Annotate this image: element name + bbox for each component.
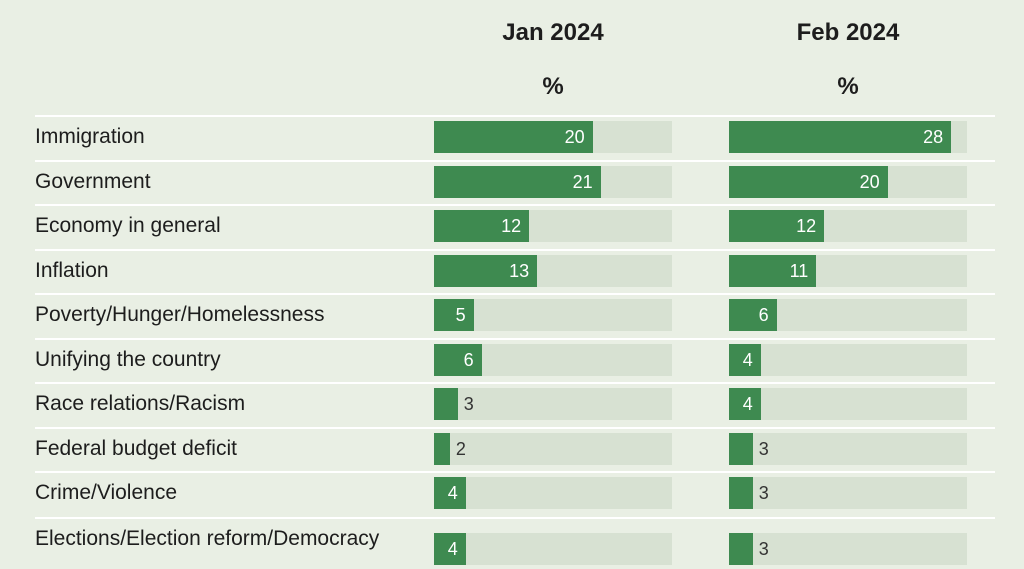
- bar-track: [434, 388, 672, 420]
- row-separator: [35, 159, 995, 162]
- bar-track: [434, 477, 672, 509]
- bar: [729, 210, 825, 242]
- value-label: 6: [463, 349, 474, 370]
- bar: [729, 477, 753, 509]
- value-label: 6: [758, 305, 769, 325]
- bar-track: [729, 533, 967, 565]
- bar: [434, 254, 538, 287]
- row-separator: [35, 248, 995, 251]
- bar: [434, 165, 601, 198]
- bar: [729, 254, 817, 287]
- category-label: Government: [35, 169, 151, 193]
- category-label: Race relations/Racism: [35, 392, 246, 415]
- row-separator: [35, 382, 995, 384]
- category-label: Unifying the country: [35, 347, 221, 371]
- bar-track: [434, 299, 672, 331]
- category-label: Poverty/Hunger/Homelessness: [35, 303, 325, 326]
- bar: [729, 533, 753, 565]
- value-label: 3: [758, 483, 769, 503]
- value-label: 4: [742, 349, 753, 370]
- unit-label: %: [837, 73, 859, 100]
- category-label: Crime/Violence: [35, 481, 178, 504]
- bar-track: [729, 388, 967, 420]
- column-header: Jan 2024: [502, 19, 604, 46]
- bar: [434, 477, 466, 509]
- category-label: Inflation: [35, 258, 109, 282]
- value-label: 3: [758, 438, 769, 459]
- bar-track: [729, 432, 967, 465]
- row-separator: [35, 115, 995, 117]
- bar: [434, 432, 450, 465]
- value-label: 3: [463, 394, 474, 414]
- row-separator: [35, 337, 995, 340]
- value-label: 2: [455, 438, 466, 459]
- bar: [729, 299, 777, 331]
- category-label: Immigration: [35, 125, 145, 148]
- bar-track: [729, 343, 967, 376]
- value-label: 12: [796, 216, 817, 236]
- row-separator: [35, 293, 995, 295]
- value-label: 4: [447, 483, 458, 503]
- value-label: 20: [859, 171, 880, 192]
- bar: [434, 533, 466, 565]
- bar: [434, 121, 593, 153]
- category-label: Elections/Election reform/Democracy: [35, 526, 380, 550]
- value-label: 4: [742, 394, 753, 414]
- bar: [434, 343, 482, 376]
- bar: [729, 121, 952, 153]
- bar-track: [729, 477, 967, 509]
- category-label: Economy in general: [35, 214, 221, 237]
- bar: [434, 210, 530, 242]
- row-separator: [35, 204, 995, 206]
- bar: [729, 165, 888, 198]
- value-label: 4: [447, 539, 458, 559]
- value-label: 21: [572, 171, 593, 192]
- value-label: 5: [455, 305, 466, 325]
- bar: [729, 388, 761, 420]
- unit-label: %: [542, 73, 564, 100]
- bar: [729, 343, 761, 376]
- bar-track: [434, 533, 672, 565]
- row-separator: [35, 516, 995, 519]
- value-label: 3: [758, 539, 769, 559]
- column-header: Feb 2024: [796, 19, 900, 46]
- value-label: 28: [923, 127, 944, 147]
- value-label: 11: [789, 260, 809, 281]
- value-label: 12: [501, 216, 522, 236]
- bar: [434, 388, 458, 420]
- category-label: Federal budget deficit: [35, 436, 237, 460]
- bar: [729, 432, 753, 465]
- bar: [434, 299, 474, 331]
- value-label: 13: [509, 260, 530, 281]
- value-label: 20: [564, 127, 585, 147]
- row-separator: [35, 426, 995, 429]
- row-separator: [35, 471, 995, 473]
- bar-track: [434, 432, 672, 465]
